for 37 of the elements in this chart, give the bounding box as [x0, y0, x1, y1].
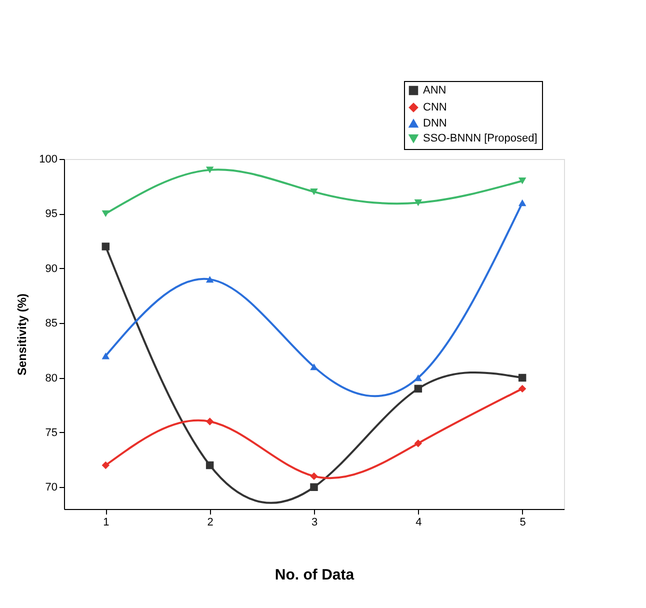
point [414, 440, 422, 448]
point [206, 166, 214, 174]
point [518, 384, 526, 393]
y-tick-label: 85 [45, 318, 58, 330]
x-tick-label: 1 [103, 516, 110, 528]
point [206, 418, 214, 426]
point [310, 483, 318, 491]
y-tick-label: 95 [45, 208, 58, 220]
legend-label: ANN [423, 84, 446, 96]
legend-label: CNN [423, 102, 447, 114]
point [518, 199, 526, 206]
point [414, 384, 422, 393]
legend-label: DNN [423, 118, 447, 130]
point [102, 210, 110, 218]
y-tick-label: 90 [45, 262, 58, 275]
x-axis-title: No. of Data [274, 566, 355, 584]
point [518, 178, 526, 184]
y-tick-label: 70 [45, 482, 58, 494]
point [310, 363, 318, 370]
point [102, 461, 110, 470]
point [206, 276, 214, 283]
point [310, 472, 318, 480]
x-tick-label: 4 [416, 516, 422, 528]
y-tick-label: 75 [45, 426, 58, 439]
point [414, 199, 422, 206]
y-tick-label: 100 [39, 154, 58, 166]
point [310, 188, 318, 196]
x-tick-label: 3 [311, 516, 318, 528]
y-tick-label: 80 [45, 372, 58, 384]
point [206, 461, 214, 470]
y-axis-title: Sensitivity (%) [15, 293, 30, 376]
point [102, 242, 110, 250]
legend-label: SSO-BNNN [Proposed] [423, 132, 538, 144]
point [518, 374, 526, 382]
x-tick-label: 2 [207, 516, 214, 528]
point [102, 352, 110, 360]
x-tick-label: 5 [520, 516, 526, 528]
